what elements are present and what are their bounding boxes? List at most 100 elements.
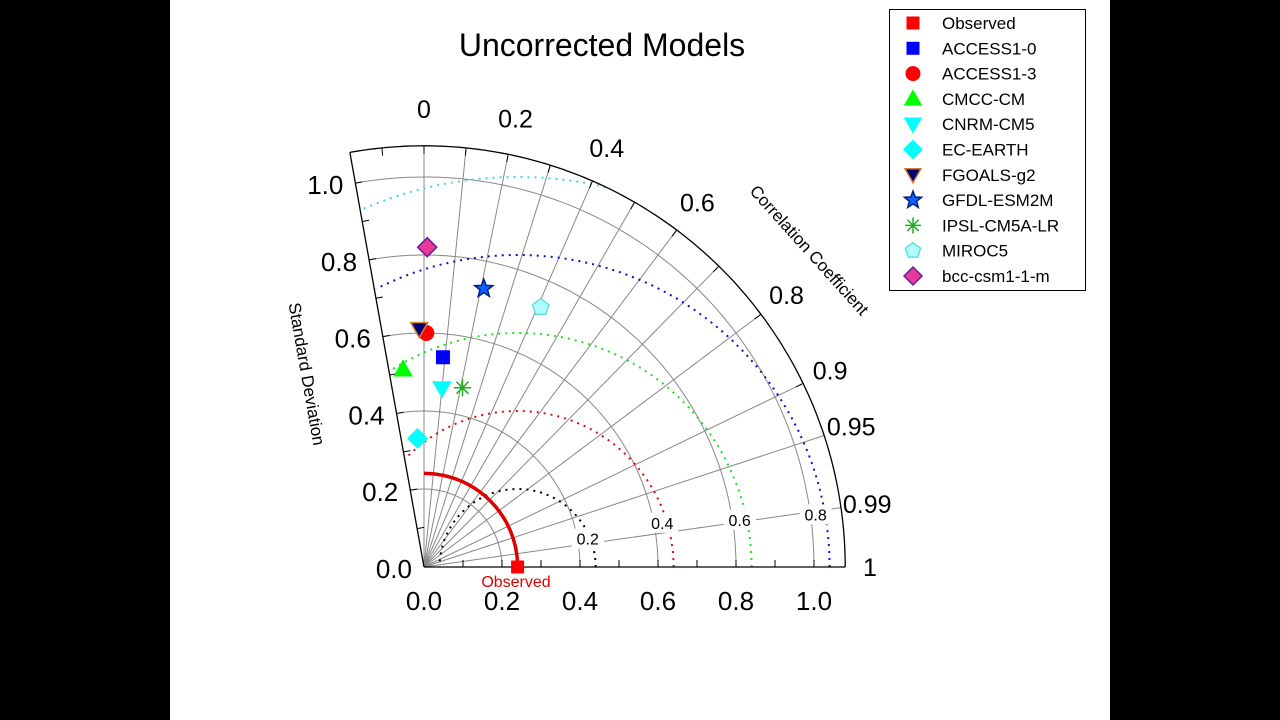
correlation-tick-label: 0.95 xyxy=(827,414,876,442)
rms-contour-0.2 xyxy=(438,488,597,567)
std-tick-label: 0.0 xyxy=(376,554,412,584)
std-axis-tick xyxy=(375,296,383,299)
observed-label: Observed xyxy=(481,574,550,591)
rms-label-bg xyxy=(723,509,756,530)
legend-label: ACCESS1-3 xyxy=(942,65,1036,84)
correlation-tick xyxy=(795,382,804,388)
correlation-tick xyxy=(381,147,384,156)
correlation-tick-label: 0.99 xyxy=(843,491,892,519)
std-axis-tick xyxy=(403,450,411,453)
correlation-tick xyxy=(630,201,636,210)
std-axis-tick xyxy=(362,219,370,222)
std-axis-tick xyxy=(417,526,425,530)
correlation-grid-line xyxy=(423,265,720,568)
legend-marker xyxy=(905,217,921,234)
point-fgoals-g2 xyxy=(409,321,430,340)
observed-std-arc xyxy=(424,471,520,567)
point-cmcc-cm xyxy=(393,359,413,377)
legend-item: FGOALS-g2 xyxy=(903,166,1036,185)
std-axis-tick xyxy=(410,488,418,491)
rms-contour-0.4 xyxy=(404,410,675,567)
legend-label: ACCESS1-0 xyxy=(942,39,1036,58)
legend-label: FGOALS-g2 xyxy=(942,166,1036,185)
correlation-tick-label: 0.8 xyxy=(769,282,804,310)
legend-label: CNRM-CM5 xyxy=(942,115,1035,134)
rms-label-bg xyxy=(571,528,604,549)
legend-item: CMCC-CM xyxy=(903,89,1025,109)
legend-marker xyxy=(906,41,920,55)
std-grid-arc xyxy=(410,488,503,567)
correlation-grid-line xyxy=(423,201,636,568)
legend-item: EC-EARTH xyxy=(902,139,1029,160)
correlation-tick-label: 1 xyxy=(863,554,877,582)
grid xyxy=(355,145,842,568)
correlation-tick-label: 0.9 xyxy=(813,357,848,385)
correlation-grid-line xyxy=(423,154,509,568)
legend-label: EC-EARTH xyxy=(942,141,1029,160)
std-axis-tick xyxy=(396,411,404,414)
std-axis-tick xyxy=(369,258,377,261)
correlation-grid-line xyxy=(423,165,551,568)
legend-box xyxy=(889,9,1086,291)
point-miroc5 xyxy=(531,297,550,315)
correlation-tick-label: 0.4 xyxy=(589,135,624,163)
correlation-tick-label: 0.2 xyxy=(498,105,533,133)
rms-contour-label: 0.2 xyxy=(577,532,599,549)
legend-marker xyxy=(904,241,922,258)
legend-item: ACCESS1-3 xyxy=(905,65,1036,84)
rms-contour-0.8 xyxy=(375,254,831,567)
y-axis-label: Standard Deviation xyxy=(285,301,329,447)
point-gfdl-esm2m xyxy=(472,277,495,299)
legend-label: Observed xyxy=(942,14,1016,33)
legend-item: IPSL-CM5A-LR xyxy=(905,216,1059,235)
correlation-axis-label: Correlation Coefficient xyxy=(746,182,873,320)
rms-contours: 0.2 0.4 0.6 0.8 xyxy=(362,176,832,567)
data-points xyxy=(393,236,550,574)
x-tick-label: 0.6 xyxy=(640,586,676,616)
legend-item: ACCESS1-0 xyxy=(906,39,1036,58)
rms-contour-label: 0.8 xyxy=(805,507,827,524)
legend-marker xyxy=(902,139,924,160)
point-ec-earth xyxy=(407,427,429,450)
rms-contour-label: 0.4 xyxy=(651,516,673,533)
correlation-tick-label: 0.6 xyxy=(680,190,715,218)
legend-item: GFDL-ESM2M xyxy=(902,188,1053,210)
correlation-tick xyxy=(713,265,720,273)
point-access1-0 xyxy=(435,350,450,365)
point-observed xyxy=(511,560,525,574)
point-cnrm-cm5 xyxy=(432,381,452,399)
x-tick-label: 0.8 xyxy=(718,586,754,616)
std-tick-label: 0.4 xyxy=(348,400,384,430)
rms-label-bg xyxy=(646,512,679,533)
legend-marker xyxy=(903,89,923,106)
legend-marker xyxy=(905,66,921,82)
rms-contour-label: 0.6 xyxy=(728,513,750,530)
correlation-tick xyxy=(588,180,593,189)
point-ipsl-cm5a-lr xyxy=(453,379,471,397)
legend-label: GFDL-ESM2M xyxy=(942,191,1053,210)
asterisk-stroke xyxy=(455,381,470,395)
legend-marker xyxy=(903,117,923,134)
correlation-tick xyxy=(464,147,467,156)
std-grid-arc xyxy=(396,410,581,567)
std-tick-label: 1.0 xyxy=(307,170,343,200)
correlation-grid-line xyxy=(423,507,842,568)
x-tick-label: 1.0 xyxy=(796,586,832,616)
legend-marker xyxy=(906,16,920,30)
legend-marker xyxy=(902,265,924,287)
correlation-grid-line xyxy=(423,180,593,568)
correlation-tick xyxy=(506,154,509,163)
std-grid-arc xyxy=(355,176,815,567)
correlation-grid-line xyxy=(423,313,762,568)
legend-label: MIROC5 xyxy=(942,242,1008,261)
legend-item: bcc-csm1-1-m xyxy=(902,265,1050,287)
x-tick-label: 0.2 xyxy=(484,586,520,616)
correlation-grid-line xyxy=(423,229,678,568)
outer-arc xyxy=(349,145,846,567)
legend-label: IPSL-CM5A-LR xyxy=(942,216,1059,235)
legend-label: bcc-csm1-1-m xyxy=(942,267,1050,286)
correlation-grid-line xyxy=(423,382,804,568)
correlation-grid-line xyxy=(423,435,825,568)
point-bcc-csm1-1-m xyxy=(416,236,438,258)
